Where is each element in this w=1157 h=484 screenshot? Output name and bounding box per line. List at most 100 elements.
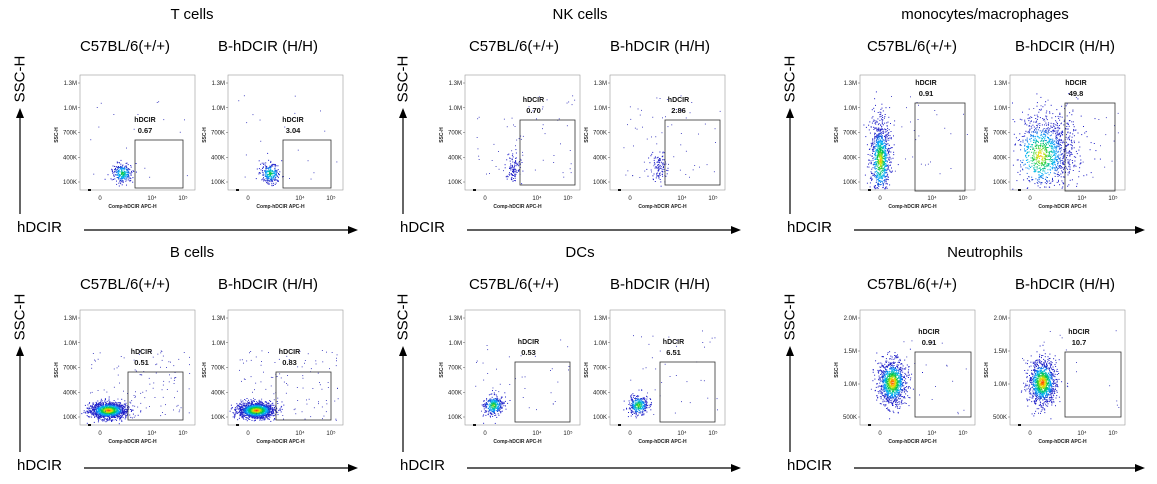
y-tick-label: 1.0M	[212, 106, 225, 112]
gate-label: hDCIR	[523, 97, 544, 104]
x-tick-label: 10⁴	[532, 195, 542, 202]
x-tick-label: 0	[628, 196, 632, 202]
x-tick-label: 0	[628, 431, 632, 437]
gate-label: hDCIR	[915, 80, 936, 87]
axis-marker	[868, 189, 871, 191]
y-tick-label: 1.5M	[844, 349, 857, 355]
y-tick-label: 1.3M	[64, 316, 77, 322]
x-tick-label: 10⁵	[178, 195, 188, 202]
y-tick-label: 400K	[593, 155, 607, 161]
y-tick-label: 100K	[63, 180, 77, 186]
plot-y-title: SSC-H	[584, 127, 590, 143]
y-tick-label: 400K	[993, 155, 1007, 161]
plot-y-title: SSC-H	[54, 127, 60, 143]
y-tick-label: 100K	[63, 415, 77, 421]
gate-label: hDCIR	[131, 349, 152, 356]
gate-box	[915, 103, 965, 191]
y-tick-label: 1.0M	[844, 106, 857, 112]
y-tick-label: 400K	[63, 155, 77, 161]
gate-percent: 0.51	[134, 358, 149, 367]
y-tick-label: 1.0M	[449, 341, 462, 347]
y-tick-label: 1.0M	[844, 382, 857, 388]
plot-x-title: Comp-hDCIR APC-H	[638, 439, 687, 445]
x-tick-label: 10⁵	[563, 430, 573, 437]
x-tick-label: 10⁴	[677, 195, 687, 202]
x-tick-label: 0	[246, 196, 250, 202]
plot-x-title: Comp-hDCIR APC-H	[888, 439, 937, 445]
gate-percent: 0.53	[521, 348, 536, 357]
event-dots	[90, 101, 187, 186]
gate-box	[915, 352, 971, 417]
y-tick-label: 1.3M	[449, 81, 462, 87]
gate-box	[1065, 103, 1115, 191]
y-tick-label: 700K	[211, 366, 225, 372]
gate-box	[515, 362, 570, 422]
x-tick-label: 0	[98, 196, 102, 202]
axis-marker	[473, 424, 476, 426]
y-tick-label: 700K	[843, 131, 857, 137]
x-tick-label: 10⁵	[326, 195, 336, 202]
event-dots	[1012, 93, 1119, 190]
gate-percent: 10.7	[1072, 338, 1087, 347]
x-tick-label: 0	[878, 431, 882, 437]
x-tick-label: 10⁵	[563, 195, 573, 202]
x-tick-label: 10⁵	[1108, 430, 1118, 437]
y-tick-label: 1.3M	[449, 316, 462, 322]
x-tick-label: 0	[483, 196, 487, 202]
y-tick-label: 1.0M	[594, 106, 607, 112]
gate-label: hDCIR	[518, 339, 539, 346]
y-tick-label: 100K	[993, 180, 1007, 186]
y-tick-label: 500K	[843, 415, 857, 421]
x-tick-label: 0	[1028, 431, 1032, 437]
y-tick-label: 2.0M	[844, 316, 857, 322]
plot-frame	[465, 310, 580, 425]
axis-marker	[618, 189, 621, 191]
x-tick-label: 10⁴	[927, 195, 937, 202]
gate-percent: 0.67	[138, 126, 153, 135]
gate-label: hDCIR	[663, 339, 684, 346]
gate-label: hDCIR	[134, 117, 155, 124]
gate-percent: 0.91	[919, 89, 934, 98]
plot-x-title: Comp-hDCIR APC-H	[1038, 439, 1087, 445]
x-tick-label: 10⁵	[958, 430, 968, 437]
plot-y-title: SSC-H	[984, 362, 990, 378]
y-tick-label: 400K	[843, 155, 857, 161]
plot-x-title: Comp-hDCIR APC-H	[256, 204, 305, 210]
y-tick-label: 1.3M	[64, 81, 77, 87]
plot-x-title: Comp-hDCIR APC-H	[1038, 204, 1087, 210]
x-tick-label: 10⁴	[1077, 195, 1087, 202]
x-tick-label: 10⁴	[295, 430, 305, 437]
y-tick-label: 1.3M	[594, 81, 607, 87]
y-tick-label: 1.3M	[994, 81, 1007, 87]
gate-percent: 3.04	[286, 126, 301, 135]
y-tick-label: 100K	[593, 180, 607, 186]
plot-x-title: Comp-hDCIR APC-H	[888, 204, 937, 210]
x-tick-label: 0	[483, 431, 487, 437]
x-tick-label: 10⁴	[927, 430, 937, 437]
gate-label: hDCIR	[668, 97, 689, 104]
event-dots	[1021, 330, 1119, 419]
gate-label: hDCIR	[282, 117, 303, 124]
plot-x-title: Comp-hDCIR APC-H	[108, 439, 157, 445]
y-tick-label: 1.0M	[994, 382, 1007, 388]
x-tick-label: 10⁴	[532, 430, 542, 437]
y-tick-label: 700K	[63, 131, 77, 137]
y-tick-label: 1.0M	[64, 106, 77, 112]
axis-marker	[618, 424, 621, 426]
plot-x-title: Comp-hDCIR APC-H	[493, 204, 542, 210]
y-tick-label: 700K	[448, 366, 462, 372]
gate-box	[135, 140, 183, 188]
event-dots	[238, 95, 337, 186]
x-tick-label: 0	[98, 431, 102, 437]
gate-box	[128, 372, 183, 420]
x-tick-label: 10⁴	[1077, 430, 1087, 437]
y-tick-label: 400K	[211, 390, 225, 396]
y-tick-label: 400K	[593, 390, 607, 396]
plot-x-title: Comp-hDCIR APC-H	[493, 439, 542, 445]
